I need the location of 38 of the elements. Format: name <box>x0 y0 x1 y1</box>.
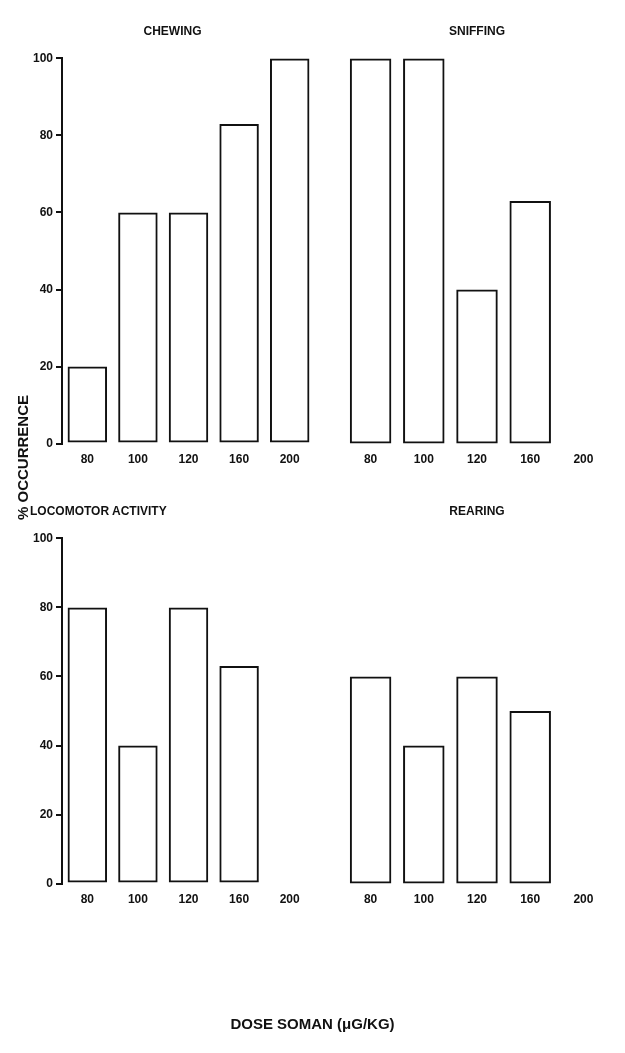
y-tick-label: 80 <box>39 599 54 614</box>
chart-title: REARING <box>449 503 505 518</box>
x-tick-label: 120 <box>178 892 199 907</box>
x-tick-label: 80 <box>80 892 95 907</box>
y-tick-label: 40 <box>39 281 54 296</box>
y-tick-label: 0 <box>46 435 54 450</box>
y-tick-label: 40 <box>39 737 54 752</box>
x-tick-label: 200 <box>573 892 594 907</box>
y-tick-label: 80 <box>39 127 54 142</box>
chart-title: CHEWING <box>143 23 202 38</box>
x-tick-label: 160 <box>229 452 250 467</box>
x-tick-label: 200 <box>279 452 301 467</box>
x-tick-label: 120 <box>466 892 488 907</box>
x-tick-label: 120 <box>466 452 488 467</box>
y-tick-label: 20 <box>39 806 54 821</box>
y-tick-label: 0 <box>46 875 54 890</box>
x-tick-label: 80 <box>80 452 95 467</box>
x-tick-label: 100 <box>413 892 435 907</box>
y-tick-label: 60 <box>39 204 54 219</box>
y-tick-label: 100 <box>32 530 54 545</box>
x-tick-label: 200 <box>573 452 594 467</box>
x-tick-label: 100 <box>127 452 149 467</box>
x-tick-label: 200 <box>279 892 301 907</box>
y-axis-title: % OCCURRENCE <box>14 394 31 520</box>
x-tick-label: 100 <box>127 892 149 907</box>
x-tick-label: 160 <box>520 892 541 907</box>
x-axis-title: DOSE SOMAN (μG/KG) <box>229 1015 396 1032</box>
x-tick-label: 160 <box>520 452 541 467</box>
x-tick-label: 100 <box>413 452 435 467</box>
chart-title: LOCOMOTOR ACTIVITY <box>30 503 167 518</box>
x-tick-label: 80 <box>363 892 378 907</box>
x-tick-label: 160 <box>229 892 250 907</box>
y-tick-label: 60 <box>39 668 54 683</box>
chart-title: SNIFFING <box>449 23 505 38</box>
x-tick-label: 80 <box>363 452 378 467</box>
y-tick-label: 100 <box>32 50 54 65</box>
y-tick-label: 20 <box>39 358 54 373</box>
x-tick-label: 120 <box>178 452 199 467</box>
